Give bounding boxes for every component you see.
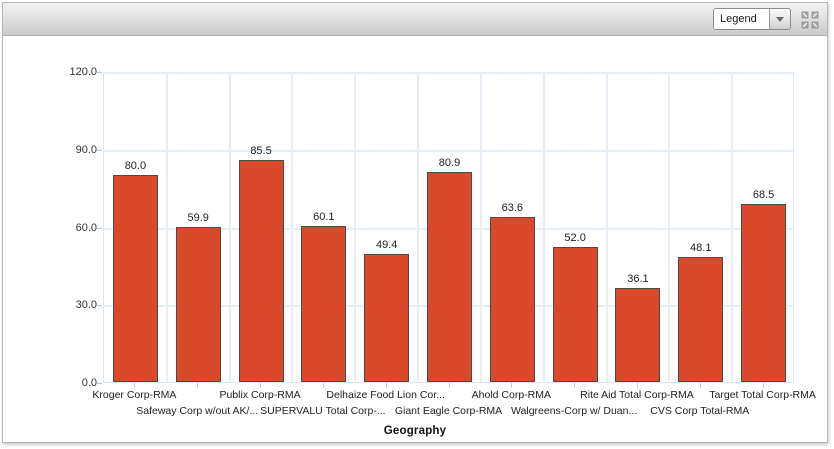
bar-value-label: 49.4: [375, 238, 398, 251]
gridline-horizontal: [104, 72, 793, 74]
bar-item[interactable]: 49.4: [364, 73, 410, 382]
bar-series: 80.0 59.9 85.5 60.1 49.4 80.9 63.6 52.0 36.1 48.1…: [104, 73, 793, 382]
gridline-vertical: [417, 73, 420, 382]
bar-item[interactable]: 80.9: [427, 73, 472, 382]
bar[interactable]: [301, 226, 347, 382]
bar[interactable]: [238, 160, 284, 382]
gridline-vertical: [668, 73, 671, 382]
x-axis-tick-mark: [762, 383, 764, 388]
gridline-vertical: [228, 73, 231, 382]
bar-item[interactable]: 68.5: [741, 73, 787, 382]
chart-panel: Legend 0.0 30.0 60.0 90.0 120.0: [2, 2, 828, 443]
bar-item[interactable]: 52.0: [552, 73, 598, 382]
legend-dropdown-label: Legend: [714, 9, 769, 29]
y-axis-tick-label: 120.0: [69, 66, 97, 78]
x-axis-tick-mark: [511, 383, 513, 388]
x-axis-tick-mark: [134, 383, 136, 388]
x-axis-category-label: CVS Corp Total-RMA: [650, 405, 750, 417]
bar-item[interactable]: 63.6: [489, 73, 535, 382]
x-axis-category-label: Kroger Corp-RMA: [92, 389, 177, 401]
gridline-vertical: [165, 73, 168, 382]
bar-item[interactable]: 85.5: [238, 73, 284, 382]
y-axis-tick-mark: [97, 149, 102, 151]
bar-value-label: 85.5: [250, 145, 272, 158]
y-axis-tick-label: 90.0: [75, 143, 97, 156]
bar-value-label: 63.6: [501, 202, 524, 215]
x-axis-tick-mark: [385, 383, 387, 388]
bar-value-label: 80.9: [438, 157, 461, 170]
x-axis-category-label: Rite Aid Total Corp-RMA: [580, 389, 694, 401]
bar[interactable]: [427, 172, 472, 382]
bar[interactable]: [489, 217, 535, 382]
x-axis-tick-mark: [197, 383, 199, 388]
gridline-horizontal: [104, 149, 793, 152]
y-axis-tick-labels: 0.0 30.0 60.0 90.0 120.0: [49, 66, 97, 389]
bar-item[interactable]: 48.1: [678, 73, 724, 382]
collapse-arrows-icon[interactable]: [801, 11, 819, 29]
bar-value-label: 80.0: [124, 159, 147, 172]
x-axis-title: Geography: [383, 425, 447, 437]
x-axis-category-label: Ahold Corp-RMA: [471, 389, 551, 401]
bar[interactable]: [615, 288, 661, 382]
x-axis-tick-mark: [322, 383, 324, 388]
chevron-down-icon[interactable]: [769, 9, 790, 29]
x-axis-category-label: Giant Eagle Corp-RMA: [394, 405, 503, 417]
y-axis-tick-mark: [97, 72, 102, 73]
chart-toolbar: Legend: [3, 3, 827, 36]
bar-value-label: 68.5: [752, 189, 775, 202]
y-axis-tick-label: 30.0: [75, 299, 97, 312]
bar-value-label: 36.1: [627, 273, 649, 286]
chart-canvas: 0.0 30.0 60.0 90.0 120.0 80.0 59.9 85.5 60.1 49.…: [3, 36, 827, 442]
gridline-vertical: [542, 73, 545, 382]
gridline-vertical: [354, 73, 357, 382]
bar-value-label: 52.0: [564, 232, 586, 245]
bar-item[interactable]: 60.1: [301, 73, 347, 382]
bar[interactable]: [175, 226, 221, 382]
gridline-vertical: [731, 73, 734, 382]
x-axis-tick-mark: [636, 383, 638, 388]
bar-item[interactable]: 59.9: [175, 73, 221, 382]
gridline-vertical: [605, 73, 608, 382]
bar[interactable]: [364, 253, 410, 382]
y-axis-tick-mark: [97, 227, 102, 229]
x-axis-category-label: Safeway Corp w/out AK/...: [136, 405, 259, 417]
legend-dropdown[interactable]: Legend: [713, 8, 791, 30]
gridline-vertical: [479, 73, 482, 382]
plot-area: 80.0 59.9 85.5 60.1 49.4 80.9 63.6 52.0 36.1 48.1…: [103, 72, 794, 383]
x-axis-category-label: Publix Corp-RMA: [219, 389, 301, 401]
y-axis-tick-mark: [97, 383, 102, 384]
bar-item[interactable]: 36.1: [615, 73, 661, 382]
bar[interactable]: [678, 257, 724, 382]
x-axis-tick-mark: [699, 383, 701, 388]
bar-value-label: 60.1: [313, 211, 335, 224]
bar-value-label: 48.1: [690, 242, 712, 255]
x-axis-tick-mark: [448, 383, 450, 388]
bar-item[interactable]: 80.0: [112, 73, 158, 382]
x-axis-tick-mark: [574, 383, 576, 388]
y-axis-tick-label: 0.0: [81, 377, 97, 389]
x-axis-tick-mark: [260, 383, 262, 388]
x-axis-category-label: Delhaize Food Lion Cor...: [326, 389, 445, 401]
bar[interactable]: [741, 204, 787, 382]
x-axis-category-label: SUPERVALU Total Corp-...: [260, 405, 386, 417]
y-axis-tick-mark: [97, 305, 102, 307]
bar[interactable]: [552, 247, 598, 382]
gridline-vertical: [291, 73, 294, 382]
y-axis-tick-label: 60.0: [75, 221, 97, 234]
x-axis-category-label: Target Total Corp-RMA: [709, 389, 816, 401]
x-axis-category-label: Walgreens-Corp w/ Duan...: [511, 405, 638, 417]
bar-value-label: 59.9: [187, 211, 209, 224]
bar[interactable]: [112, 174, 158, 382]
